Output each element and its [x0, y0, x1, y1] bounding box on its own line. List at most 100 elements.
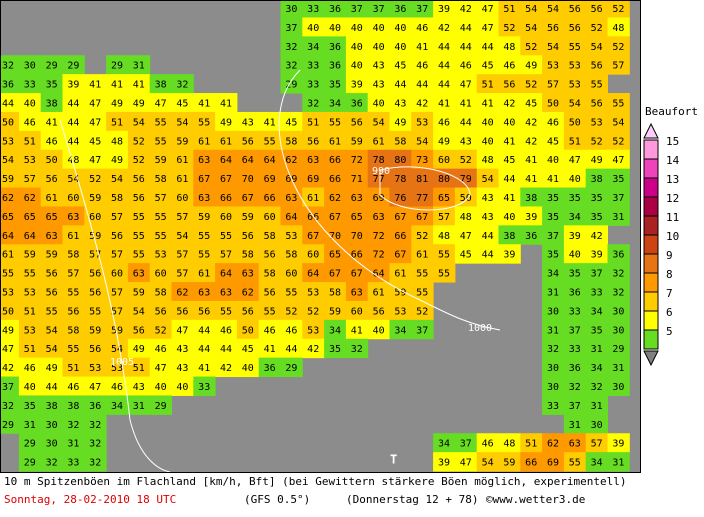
wind-value: 52	[416, 231, 428, 242]
wind-value: 35	[46, 80, 58, 91]
wind-cell	[84, 111, 107, 132]
wind-cell	[280, 187, 303, 207]
wind-cell	[149, 225, 172, 245]
wind-value: 54	[569, 99, 581, 110]
wind-value: 32	[612, 288, 624, 299]
wind-value: 52	[591, 23, 603, 34]
wind-cell	[563, 36, 587, 56]
wind-value: 47	[482, 4, 494, 15]
wind-value: 53	[24, 288, 36, 299]
wind-value: 45	[503, 155, 515, 166]
wind-value: 52	[460, 155, 472, 166]
wind-cell	[411, 149, 434, 170]
wind-cell	[106, 319, 129, 340]
wind-value: 52	[612, 42, 624, 53]
wind-value: 56	[264, 250, 276, 261]
wind-cell	[367, 111, 390, 132]
wind-cell	[476, 452, 499, 472]
wind-value: 46	[460, 61, 472, 72]
wind-value: 36	[351, 99, 363, 110]
wind-value: 56	[242, 231, 254, 242]
wind-cell	[411, 93, 434, 113]
wind-value: 29	[24, 439, 36, 450]
wind-cell	[62, 414, 85, 434]
wind-value: 58	[264, 269, 276, 280]
wind-value: 63	[220, 288, 232, 299]
wind-cell	[106, 74, 129, 94]
wind-cell	[585, 111, 608, 132]
wind-cell	[0, 111, 20, 132]
wind-value: 39	[67, 80, 79, 91]
wind-cell	[84, 395, 107, 415]
wind-value: 37	[351, 4, 363, 15]
wind-value: 55	[569, 458, 581, 469]
wind-cell	[280, 319, 303, 340]
wind-cell	[18, 395, 42, 415]
wind-value: 53	[416, 117, 428, 128]
wind-cell	[324, 206, 347, 226]
wind-value: 53	[591, 117, 603, 128]
wind-cell	[585, 338, 608, 359]
wind-value: 29	[285, 80, 297, 91]
wind-cell	[389, 17, 412, 37]
wind-cell	[563, 168, 587, 189]
wind-cell	[585, 433, 608, 453]
wind-cell	[411, 206, 434, 226]
wind-value: 57	[547, 80, 559, 91]
footer-source: ©www.wetter3.de	[486, 493, 585, 506]
wind-cell	[280, 17, 303, 37]
wind-cell	[476, 187, 499, 207]
wind-value: 65	[2, 212, 14, 223]
wind-value: 40	[569, 250, 581, 261]
wind-value: 44	[482, 231, 494, 242]
wind-cell	[215, 244, 238, 264]
wind-value: 40	[155, 382, 167, 393]
wind-cell	[520, 74, 543, 94]
wind-value: 40	[373, 325, 385, 336]
wind-value: 58	[67, 250, 79, 261]
wind-cell	[149, 74, 172, 94]
wind-value: 44	[67, 99, 79, 110]
wind-value: 40	[24, 99, 36, 110]
wind-cell	[433, 36, 456, 56]
wind-value: 54	[111, 174, 123, 185]
wind-value: 53	[307, 288, 319, 299]
wind-cell	[127, 395, 151, 415]
wind-cell	[433, 17, 456, 37]
wind-value: 64	[264, 155, 276, 166]
map-frame	[0, 0, 641, 473]
wind-value: 41	[438, 99, 450, 110]
wind-value: 30	[547, 363, 559, 374]
footer-date: Sonntag, 28-02-2010 18 UTC	[4, 493, 176, 506]
wind-value: 61	[329, 136, 341, 147]
wind-cell	[389, 36, 412, 56]
wind-cell	[433, 55, 456, 75]
wind-cell	[18, 55, 42, 75]
wind-cell	[40, 93, 63, 113]
wind-value: 31	[569, 420, 581, 431]
wind-value: 71	[351, 174, 363, 185]
wind-value: 53	[285, 231, 297, 242]
wind-cell	[62, 206, 85, 226]
wind-cell	[215, 357, 238, 378]
wind-value: 31	[612, 212, 624, 223]
wind-cell	[345, 130, 369, 151]
wind-value: 40	[373, 99, 385, 110]
wind-value: 44	[220, 344, 232, 355]
wind-value: 62	[176, 288, 188, 299]
wind-cell	[542, 93, 565, 113]
wind-value: 41	[503, 193, 515, 204]
wind-value: 47	[2, 344, 14, 355]
wind-value: 63	[307, 155, 319, 166]
wind-cell	[215, 93, 238, 113]
wind-value: 57	[220, 250, 232, 261]
wind-value: 44	[67, 136, 79, 147]
wind-value: 44	[198, 325, 210, 336]
wind-value: 59	[89, 325, 101, 336]
wind-value: 56	[133, 174, 145, 185]
wind-cell	[106, 149, 129, 170]
wind-value: 50	[547, 99, 559, 110]
wind-cell	[40, 74, 63, 94]
wind-cell	[454, 433, 478, 453]
